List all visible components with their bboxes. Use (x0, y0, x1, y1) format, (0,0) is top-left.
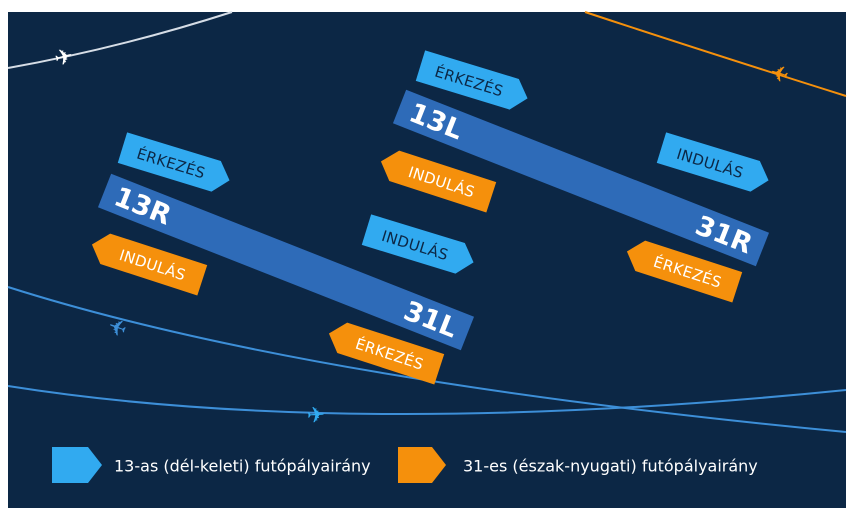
legend-item-31: 31-es (észak-nyugati) futópályairány (398, 447, 758, 483)
arrow-shape (380, 150, 497, 213)
runway-bar (97, 173, 475, 351)
route-line-top-left (7, 11, 233, 69)
route-line-lower-2 (7, 385, 847, 416)
legend-item-13: 13-as (dél-keleti) futópályairány (52, 447, 371, 483)
arrow-shape (117, 132, 230, 192)
legend-label-13: 13-as (dél-keleti) futópályairány (114, 457, 371, 476)
arrow-shape (361, 214, 474, 274)
airplane-icon: ✈ (52, 44, 76, 73)
arrow-shape (656, 132, 769, 192)
runway-bar (392, 89, 770, 267)
legend: 13-as (dél-keleti) futópályairány 31-es … (52, 447, 758, 483)
airplane-icon: ✈ (306, 403, 326, 429)
runway-group-13r-31l: ÉRKEZÉS 13R 31L INDULÁS INDULÁS ÉRKEZÉS (91, 132, 475, 385)
arrow-shape (415, 50, 528, 110)
arrow-arrival-31l: ÉRKEZÉS (328, 322, 445, 385)
arrow-shape (626, 240, 743, 303)
legend-swatch-31 (398, 447, 446, 483)
legend-swatch-13 (52, 447, 102, 483)
route-line-top-right (584, 11, 847, 97)
arrow-shape (328, 322, 445, 385)
runway-group-13l-31r: ÉRKEZÉS 13L 31R INDULÁS INDULÁS ÉRKEZÉS (380, 50, 770, 303)
arrow-shape (91, 233, 208, 296)
route-line-lower-1 (7, 286, 847, 433)
legend-label-31: 31-es (észak-nyugati) futópályairány (463, 457, 758, 476)
